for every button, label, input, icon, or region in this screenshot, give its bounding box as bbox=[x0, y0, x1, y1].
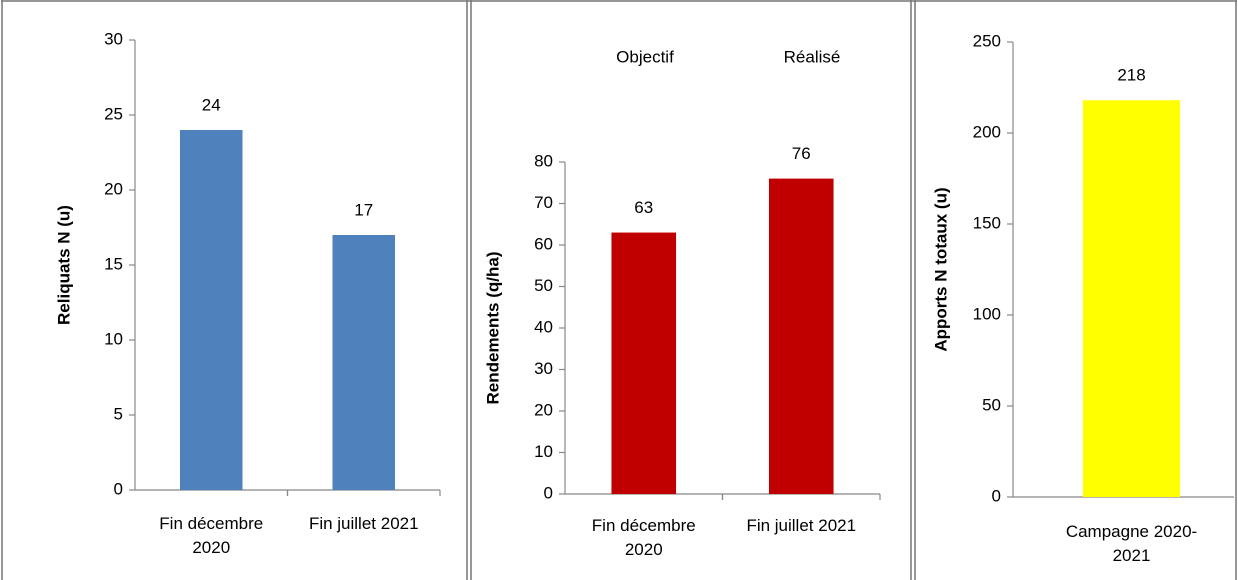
y-axis-label: Rendements (q/ha) bbox=[483, 251, 502, 404]
y-axis-label: Apports N totaux (u) bbox=[931, 187, 950, 351]
y-tick-label: 30 bbox=[534, 359, 553, 378]
bar bbox=[179, 130, 243, 490]
y-tick-label: 5 bbox=[114, 404, 123, 423]
value-label: 218 bbox=[1117, 66, 1145, 85]
annotation: Réalisé bbox=[784, 47, 841, 66]
value-label: 63 bbox=[634, 198, 653, 217]
x-tick-label-box: Fin décembre 2020 bbox=[159, 514, 264, 557]
y-tick-label: 10 bbox=[534, 442, 553, 461]
y-tick-label: 200 bbox=[973, 122, 1001, 141]
x-tick-label: Fin décembre 2020 bbox=[159, 514, 264, 557]
bar bbox=[768, 178, 834, 494]
x-tick-label: Fin décembre 2020 bbox=[591, 516, 696, 559]
y-tick-label: 250 bbox=[973, 31, 1001, 50]
y-tick-label: 40 bbox=[534, 317, 553, 336]
y-tick-label: 15 bbox=[104, 254, 123, 273]
y-tick-label: 30 bbox=[104, 29, 123, 48]
y-tick-label: 80 bbox=[534, 151, 553, 170]
bar bbox=[1082, 100, 1181, 498]
bar bbox=[332, 235, 396, 490]
y-tick-label: 0 bbox=[114, 479, 123, 498]
y-axis-label: Reliquats N (u) bbox=[54, 205, 73, 325]
y-tick-label: 20 bbox=[104, 179, 123, 198]
y-tick-label: 60 bbox=[534, 234, 553, 253]
x-tick-label-box: Fin décembre 2020 bbox=[591, 516, 696, 559]
annotation: Objectif bbox=[616, 47, 674, 66]
y-tick-label: 0 bbox=[992, 486, 1001, 505]
x-tick-label-box: Fin juillet 2021 bbox=[746, 516, 857, 535]
x-tick-label-box: Fin juillet 2021 bbox=[308, 514, 419, 533]
y-tick-label: 50 bbox=[534, 276, 553, 295]
value-label: 76 bbox=[792, 144, 811, 163]
x-tick-label: Fin juillet 2021 bbox=[746, 516, 857, 535]
bar bbox=[611, 232, 677, 495]
y-tick-label: 25 bbox=[104, 104, 123, 123]
y-tick-label: 150 bbox=[973, 213, 1001, 232]
y-tick-label: 10 bbox=[104, 329, 123, 348]
y-tick-label: 20 bbox=[534, 400, 553, 419]
x-tick-label-box: Campagne 2020-2021 bbox=[1065, 522, 1198, 565]
value-label: 17 bbox=[354, 200, 373, 219]
y-tick-label: 70 bbox=[534, 193, 553, 212]
x-tick-label: Fin juillet 2021 bbox=[308, 514, 419, 533]
value-label: 24 bbox=[202, 95, 221, 114]
y-tick-label: 0 bbox=[544, 483, 553, 502]
y-tick-label: 50 bbox=[982, 395, 1001, 414]
y-tick-label: 100 bbox=[973, 304, 1001, 323]
x-tick-label: Campagne 2020-2021 bbox=[1065, 522, 1198, 565]
